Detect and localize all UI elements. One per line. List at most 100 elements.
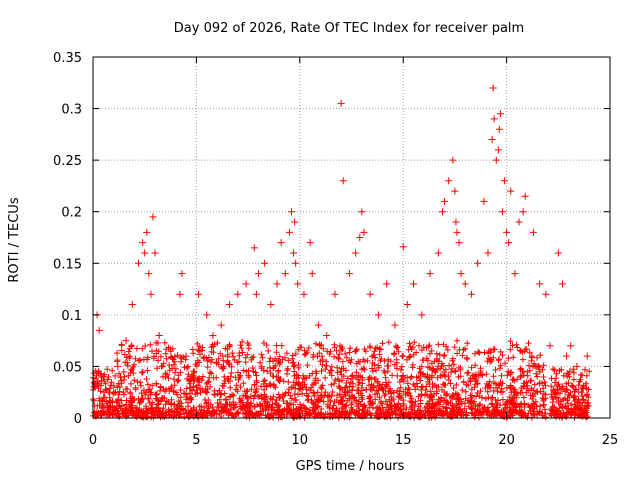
data-point (503, 228, 511, 236)
data-point (331, 290, 339, 298)
data-point (182, 352, 190, 360)
data-point (147, 290, 155, 298)
grid-lines (93, 57, 610, 418)
data-point (188, 373, 196, 381)
plot-frame (92, 56, 611, 419)
data-point (143, 228, 151, 236)
data-point (252, 290, 260, 298)
data-point (273, 280, 281, 288)
data-point (114, 362, 122, 370)
x-tick-label: 0 (89, 433, 97, 448)
data-point (449, 156, 457, 164)
data-point (234, 290, 242, 298)
data-point (194, 290, 202, 298)
data-point (441, 197, 449, 205)
data-point (498, 208, 506, 216)
data-point (209, 331, 217, 339)
data-point (358, 208, 366, 216)
data-point (474, 259, 482, 267)
y-tick-label: 0.1 (61, 309, 82, 324)
data-point (134, 259, 142, 267)
data-point (139, 239, 147, 247)
chart-title: Day 092 of 2026, Rate Of TEC Index for r… (174, 21, 524, 36)
data-point (288, 208, 296, 216)
y-tick-label: 0.35 (53, 51, 82, 66)
data-point (505, 239, 513, 247)
data-point (445, 177, 453, 185)
y-tick-label: 0.2 (61, 206, 82, 221)
data-point (168, 383, 176, 391)
data-point (515, 218, 523, 226)
y-tick-label: 0.15 (53, 257, 82, 272)
data-point (490, 115, 498, 123)
data-point (501, 177, 509, 185)
data-point (457, 270, 465, 278)
data-point (521, 192, 529, 200)
data-point (178, 270, 186, 278)
data-point (519, 208, 527, 216)
data-point (494, 146, 502, 154)
data-point (461, 280, 469, 288)
x-tick-label: 15 (395, 433, 412, 448)
data-point (573, 362, 581, 370)
data-point (453, 228, 461, 236)
data-point (95, 326, 103, 334)
data-point (492, 156, 500, 164)
x-tick-label: 25 (602, 433, 619, 448)
axis-ticks: 0 0.05 0.1 0.15 0.2 0.25 0.3 0.35 0 5 10 15 20 25 (53, 51, 618, 448)
data-point (536, 280, 544, 288)
data-point (391, 321, 399, 329)
data-point (242, 280, 250, 288)
data-point (122, 337, 130, 345)
data-point (261, 259, 269, 267)
data-point (374, 311, 382, 319)
data-point (155, 331, 163, 339)
data-point (99, 373, 107, 381)
y-tick-label: 0.3 (61, 103, 82, 118)
data-point (323, 331, 331, 339)
data-point (558, 280, 566, 288)
data-point (467, 290, 475, 298)
x-tick-label: 20 (498, 433, 515, 448)
data-point (281, 270, 289, 278)
data-point (308, 270, 316, 278)
data-point (434, 249, 442, 257)
data-point (360, 228, 368, 236)
data-point (455, 239, 463, 247)
data-point (366, 290, 374, 298)
data-point (511, 270, 519, 278)
data-point (546, 342, 554, 350)
data-point (438, 208, 446, 216)
data-point (337, 99, 345, 107)
data-point (292, 259, 300, 267)
data-point (418, 311, 426, 319)
data-point (290, 249, 298, 257)
data-point (579, 383, 587, 391)
data-point (300, 290, 308, 298)
data-point (306, 239, 314, 247)
data-point (267, 301, 275, 309)
data-point (426, 270, 434, 278)
data-point (496, 110, 504, 118)
data-point (484, 249, 492, 257)
data-point (488, 136, 496, 144)
data-point (149, 213, 157, 221)
y-tick-label: 0 (74, 412, 82, 427)
data-point (151, 249, 159, 257)
data-point (410, 280, 418, 288)
data-point (106, 388, 114, 396)
data-point (254, 270, 262, 278)
data-point (285, 228, 293, 236)
data-point (145, 270, 153, 278)
data-point (141, 249, 149, 257)
data-point (567, 342, 575, 350)
data-point (554, 249, 562, 257)
data-point (403, 301, 411, 309)
data-point (314, 321, 322, 329)
y-tick-label: 0.25 (53, 154, 82, 169)
data-point (250, 244, 258, 252)
data-point (345, 270, 353, 278)
data-point (495, 125, 503, 133)
data-point (489, 84, 497, 92)
